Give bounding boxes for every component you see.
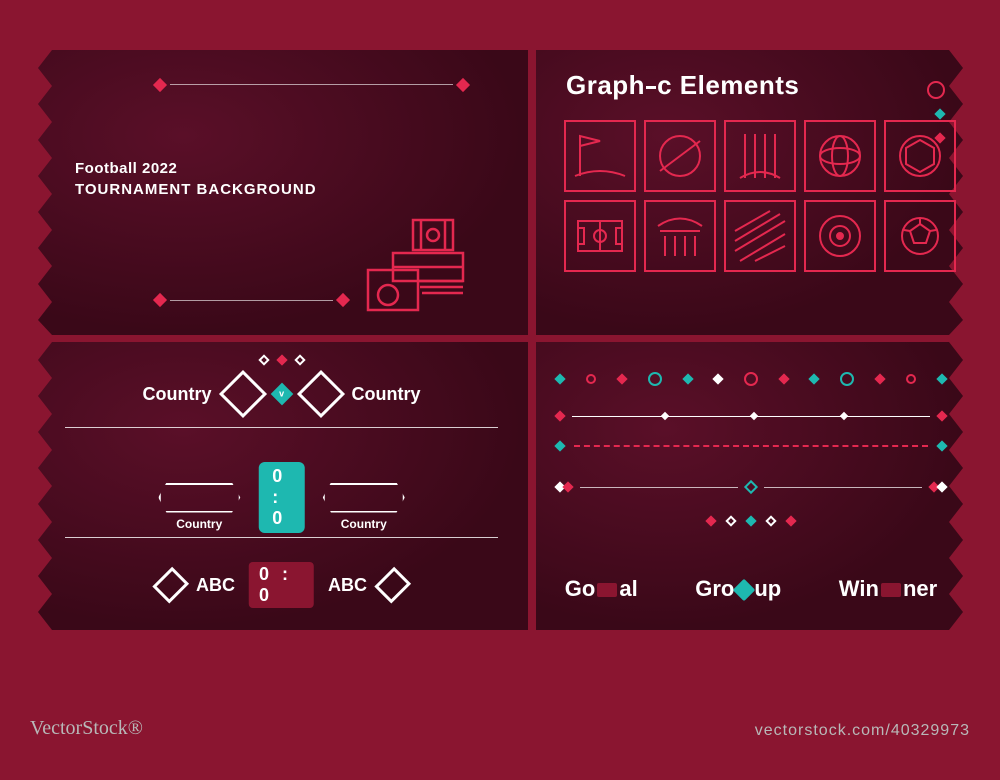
tile-target: [804, 200, 876, 272]
diamond-icon: [456, 78, 470, 92]
panel-matches: Country v Country Country 0 : 0 Country …: [35, 342, 528, 630]
word-group: Group: [695, 576, 781, 602]
dot-icon: [562, 481, 573, 492]
ring-icon: [648, 372, 662, 386]
dot-icon: [765, 515, 776, 526]
dot-icon: [785, 515, 796, 526]
ring-icon: [586, 374, 596, 384]
flag-diamond: [375, 567, 412, 604]
rule: [580, 487, 738, 488]
dot-icon: [554, 410, 565, 421]
decor-row-4: [556, 482, 946, 492]
vs-badge: v: [270, 383, 293, 406]
word-goal: Goal: [565, 576, 638, 602]
tile-grid: [564, 120, 956, 272]
team-right: Country: [352, 384, 421, 405]
divider: [65, 537, 498, 538]
ring-icon: [906, 374, 916, 384]
diamond-icon: [744, 480, 758, 494]
decor-row-5: [556, 517, 946, 525]
rule: [764, 487, 922, 488]
dot-icon: [258, 354, 269, 365]
flag-chip-icon: [881, 583, 901, 597]
decor-row-1: [556, 372, 946, 386]
dot-icon: [745, 515, 756, 526]
watermark-id: vectorstock.com/40329973: [755, 722, 970, 740]
team-code-right: ABC: [328, 575, 367, 596]
tile-globe: [804, 120, 876, 192]
diamond-icon: [153, 78, 167, 92]
divider: [65, 427, 498, 428]
tile-field: [564, 200, 636, 272]
tile-flag: [564, 120, 636, 192]
dot-icon: [936, 481, 947, 492]
zigzag-left: [35, 342, 52, 630]
title-gap-icon: [646, 86, 656, 89]
watermark: VectorStock® vectorstock.com/40329973: [0, 630, 1000, 780]
dot-icon: [874, 373, 885, 384]
panel-graphic-elements: Graphc Elements: [536, 50, 966, 335]
dot-icon: [616, 373, 627, 384]
rule-dashed: [574, 445, 928, 447]
dot-icon: [294, 354, 305, 365]
team-hex-left: Country: [158, 483, 240, 513]
word-winner: Winner: [839, 576, 937, 602]
flag-diamond: [152, 567, 189, 604]
ring-icon: [744, 372, 758, 386]
team-code-left: ABC: [196, 575, 235, 596]
dot-icon: [936, 373, 947, 384]
match-row-1: Country v Country: [143, 377, 421, 411]
score-inline: 0 : 0: [249, 562, 314, 608]
tile-arc: [644, 200, 716, 272]
panel-word-elements: Goal Group Winner: [536, 342, 966, 630]
panel-tournament-bg: Football 2022 TOURNAMENT BACKGROUND: [35, 50, 528, 335]
dot-icon: [936, 440, 947, 451]
title-line2: TOURNAMENT BACKGROUND: [75, 181, 317, 198]
dot-icon: [934, 108, 945, 119]
tile-hexball: [884, 120, 956, 192]
dot-icon: [936, 410, 947, 421]
hex-label: Country: [158, 517, 240, 531]
dot-icon: [276, 354, 287, 365]
dot-icon: [682, 373, 693, 384]
top-dots: [260, 356, 304, 364]
title-accent: [926, 80, 946, 105]
diamond-icon: [336, 293, 350, 307]
rule-bottom: [170, 300, 333, 301]
diamond-icon: [153, 293, 167, 307]
dot-icon: [778, 373, 789, 384]
tile-stripes: [724, 120, 796, 192]
flag-diamond: [218, 370, 266, 418]
decor-row-3: [556, 442, 946, 450]
team-hex-right: Country: [323, 483, 405, 513]
rule-dashed: [572, 416, 930, 417]
stage: Football 2022 TOURNAMENT BACKGROUND Grap…: [0, 0, 1000, 780]
flag-chip-icon: [597, 583, 617, 597]
hex-label: Country: [323, 517, 405, 531]
dot-icon: [554, 373, 565, 384]
stadium-icon: [358, 215, 498, 315]
rule-top: [170, 84, 453, 85]
score-pill: 0 : 0: [258, 462, 305, 533]
tile-diag: [724, 200, 796, 272]
word-row: Goal Group Winner: [536, 576, 966, 602]
group-chip-icon: [733, 579, 756, 602]
dot-icon: [725, 515, 736, 526]
match-row-3: ABC 0 : 0 ABC: [158, 562, 405, 608]
tile-ball: [644, 120, 716, 192]
title-block: Football 2022 TOURNAMENT BACKGROUND: [75, 160, 317, 198]
decor-row-2: [556, 412, 946, 420]
dot-icon: [705, 515, 716, 526]
dot-icon: [712, 373, 723, 384]
graphic-elements-title: Graphc Elements: [566, 70, 799, 101]
watermark-brand: VectorStock®: [30, 717, 143, 740]
dot-icon: [808, 373, 819, 384]
flag-diamond: [296, 370, 344, 418]
match-row-2: Country 0 : 0 Country: [158, 462, 405, 533]
tile-ballsq: [884, 200, 956, 272]
ring-icon: [840, 372, 854, 386]
dot-icon: [554, 440, 565, 451]
title-line1: Football 2022: [75, 160, 317, 177]
team-left: Country: [143, 384, 212, 405]
